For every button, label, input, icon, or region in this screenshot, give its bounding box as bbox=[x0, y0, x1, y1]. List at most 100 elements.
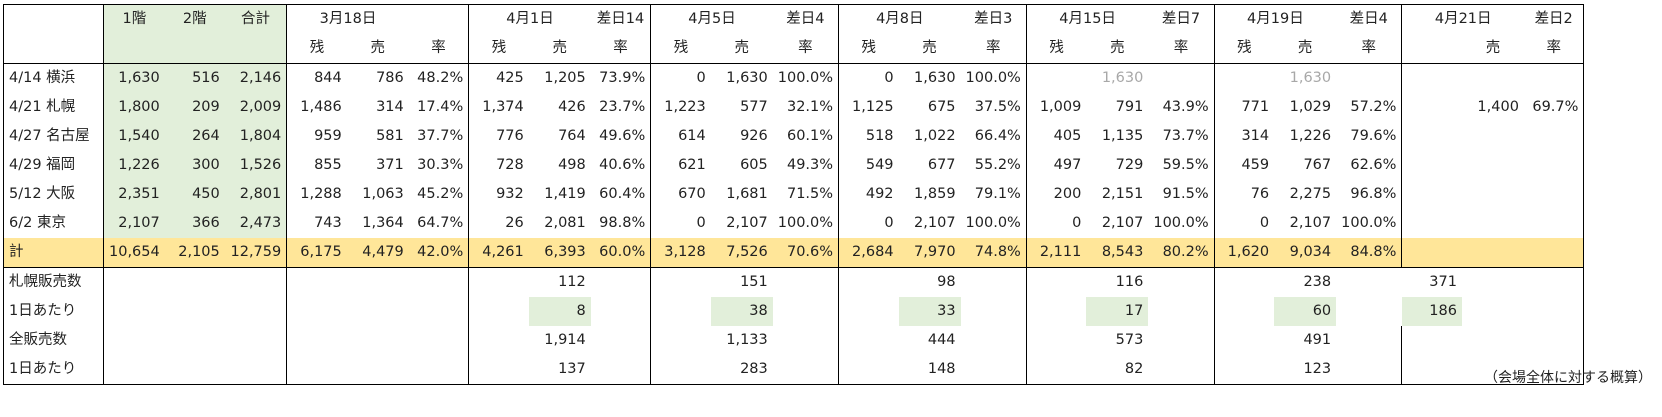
header-diff: 差日14 bbox=[590, 4, 651, 34]
rate-total: 74.8% bbox=[960, 238, 1027, 268]
stats-blank bbox=[591, 268, 651, 298]
stats-blank bbox=[1523, 326, 1585, 355]
sold-cell: 2,151 bbox=[1101, 186, 1144, 202]
remaining-total: 4,261 bbox=[468, 238, 529, 268]
stats-blank bbox=[286, 326, 347, 355]
stats-blank bbox=[1213, 267, 1275, 297]
stats-blank bbox=[1462, 297, 1524, 326]
rate-total: 70.6% bbox=[772, 238, 839, 268]
remaining-cell: 0 bbox=[650, 63, 711, 93]
sold-cell: 677 bbox=[927, 157, 956, 173]
stats-blank bbox=[838, 355, 899, 385]
stats-blank bbox=[1401, 326, 1462, 355]
subheader-remaining: 残 bbox=[838, 34, 899, 64]
stats-blank bbox=[409, 297, 469, 326]
sold-cell: 1,022 bbox=[914, 128, 956, 144]
header-diff: 差日4 bbox=[772, 4, 839, 34]
subheader-sold: 売 bbox=[1297, 40, 1313, 56]
total-row: 計 10,654 2,105 12,759 6,175 4,479 42.0% 4,261 6,… bbox=[3, 238, 1585, 268]
remaining-cell: 200 bbox=[1025, 180, 1087, 209]
stats-blank bbox=[286, 355, 347, 385]
sold-cell: 1,400 bbox=[1477, 99, 1519, 115]
rate-cell: 59.5% bbox=[1162, 157, 1209, 173]
remaining-cell: 492 bbox=[838, 180, 899, 209]
stats-value: 491 bbox=[1303, 332, 1332, 348]
stats-value: 238 bbox=[1303, 274, 1332, 290]
stats-label: 札幌販売数 bbox=[3, 267, 104, 297]
rate-cell: 30.3% bbox=[417, 157, 464, 173]
remaining-cell: 0 bbox=[650, 209, 711, 238]
rate-cell: 79.1% bbox=[974, 186, 1021, 202]
rate-total: 84.8% bbox=[1336, 238, 1402, 268]
floor2-capacity: 300 bbox=[164, 151, 225, 180]
rate-cell: 37.7% bbox=[417, 128, 464, 144]
venue-label: 4/29 福岡 bbox=[3, 151, 104, 180]
stats-blank bbox=[409, 326, 469, 355]
remaining-cell: 614 bbox=[650, 122, 711, 151]
stats-value: 573 bbox=[1115, 332, 1144, 348]
rate-cell: 62.6% bbox=[1350, 157, 1397, 173]
sold-cell bbox=[1462, 151, 1524, 180]
floor2-capacity: 264 bbox=[164, 122, 225, 151]
rate-cell: 100.0% bbox=[960, 63, 1027, 93]
total-capacity: 2,009 bbox=[224, 93, 288, 122]
stats-row: 全販売数 1,914 1,133 444 573 491 bbox=[3, 326, 1585, 355]
venue-label: 6/2 東京 bbox=[3, 209, 104, 238]
remaining-cell: 728 bbox=[468, 151, 529, 180]
sold-cell: 1,630 bbox=[1274, 63, 1337, 93]
floor1-capacity: 1,540 bbox=[102, 122, 165, 151]
sold-cell bbox=[1461, 63, 1524, 93]
stats-value: 186 bbox=[1401, 297, 1462, 326]
rate-total: 60.0% bbox=[590, 238, 651, 268]
rate-cell bbox=[1523, 209, 1585, 238]
stats-blank bbox=[1461, 355, 1524, 385]
sold-cell: 426 bbox=[558, 99, 586, 115]
rate-cell: 69.7% bbox=[1523, 93, 1585, 122]
remaining-cell: 1,374 bbox=[468, 93, 529, 122]
header-blank bbox=[3, 34, 104, 64]
subheader-rate: 率 bbox=[613, 40, 628, 56]
rate-cell: 71.5% bbox=[786, 186, 834, 202]
stats-blank bbox=[1462, 326, 1524, 355]
remaining-cell bbox=[1401, 63, 1462, 93]
stats-blank bbox=[165, 297, 225, 326]
rate-cell: 100.0% bbox=[777, 215, 834, 231]
remaining-cell: 621 bbox=[650, 151, 711, 180]
rate-cell: 23.7% bbox=[599, 99, 646, 115]
sold-cell: 1,029 bbox=[1289, 99, 1332, 115]
rate-total: 80.2% bbox=[1148, 238, 1215, 268]
total-blank bbox=[1401, 238, 1462, 268]
stats-value: 371 bbox=[1429, 274, 1457, 290]
stats-blank bbox=[960, 355, 1027, 385]
stats-blank bbox=[468, 297, 529, 326]
header-blank bbox=[102, 34, 165, 64]
stats-blank bbox=[773, 268, 839, 298]
table-row: 4/29 福岡 1,226 300 1,526 855 371 30.3% 728 498 40.… bbox=[3, 151, 1585, 180]
stats-label: 1日あたり bbox=[3, 297, 104, 326]
venue-label: 4/27 名古屋 bbox=[3, 122, 104, 151]
remaining-cell: 1,288 bbox=[286, 180, 347, 209]
sold-total: 8,543 bbox=[1086, 238, 1149, 268]
rate-cell: 91.5% bbox=[1162, 186, 1209, 202]
floor1-capacity: 2,351 bbox=[102, 180, 165, 209]
stats-value: 17 bbox=[1086, 297, 1149, 326]
subheader-sold: 売 bbox=[1485, 40, 1501, 56]
sold-cell: 1,364 bbox=[362, 215, 404, 231]
table-row: 6/2 東京 2,107 366 2,473 743 1,364 64.7% 26 2,081 9… bbox=[3, 209, 1585, 238]
remaining-cell: 855 bbox=[286, 151, 347, 180]
footnote: （会場全体に対する概算） bbox=[1484, 370, 1652, 386]
header-floor1: 1階 bbox=[102, 4, 165, 34]
remaining-cell bbox=[1401, 151, 1462, 180]
rate-cell: 37.5% bbox=[974, 99, 1021, 115]
sold-total: 9,034 bbox=[1274, 238, 1337, 268]
stats-blank bbox=[961, 268, 1027, 298]
sold-cell: 1,630 bbox=[710, 63, 773, 93]
stats-blank bbox=[347, 326, 409, 355]
sold-cell: 675 bbox=[927, 99, 956, 115]
stats-value: 444 bbox=[927, 332, 956, 348]
rate-cell bbox=[1148, 63, 1215, 93]
remaining-cell: 26 bbox=[468, 209, 529, 238]
stats-value: 8 bbox=[528, 297, 591, 326]
floor1-capacity: 1,800 bbox=[102, 93, 165, 122]
stats-blank bbox=[650, 326, 711, 355]
